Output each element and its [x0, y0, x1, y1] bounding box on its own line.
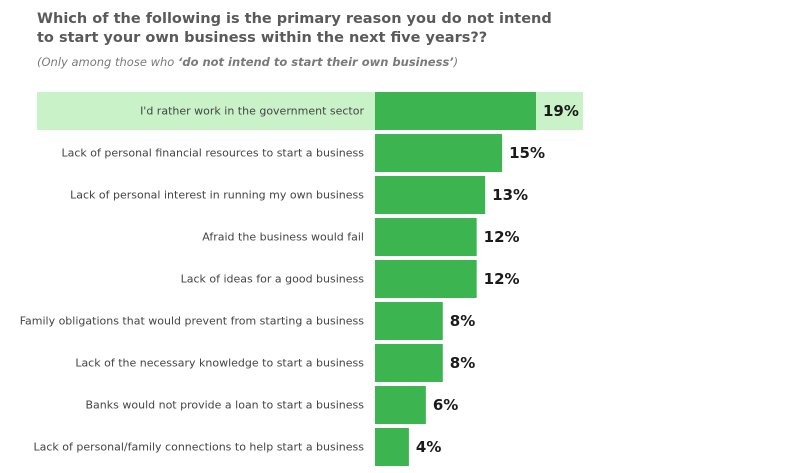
category-label: Banks would not provide a loan to start …	[86, 399, 365, 412]
data-label: 15%	[509, 144, 545, 162]
category-label: Family obligations that would prevent fr…	[20, 315, 365, 328]
category-label: Afraid the business would fail	[202, 231, 364, 244]
category-label: Lack of personal interest in running my …	[70, 189, 364, 202]
subtitle-emphasis: ‘do not intend to start their own busine…	[177, 55, 454, 69]
data-label: 12%	[484, 228, 520, 246]
data-label: 6%	[433, 396, 458, 414]
data-label: 4%	[416, 438, 441, 456]
data-label: 13%	[492, 186, 528, 204]
bar	[375, 134, 503, 172]
data-label: 12%	[484, 270, 520, 288]
chart-title: Which of the following is the primary re…	[37, 11, 552, 46]
data-label: 8%	[450, 312, 475, 330]
subtitle-prefix: (Only among those who	[37, 55, 178, 69]
category-label: Lack of the necessary knowledge to start…	[75, 357, 364, 370]
bar	[375, 260, 477, 298]
bar	[375, 386, 426, 424]
bar	[375, 176, 486, 214]
bar	[375, 92, 536, 130]
bar	[375, 344, 443, 382]
category-label: I'd rather work in the government sector	[140, 105, 364, 118]
data-label: 8%	[450, 354, 475, 372]
category-label: Lack of personal/family connections to h…	[34, 441, 365, 454]
category-label: Lack of ideas for a good business	[181, 273, 365, 286]
bar	[375, 428, 409, 466]
subtitle-suffix: )	[453, 55, 459, 69]
bar	[375, 218, 477, 256]
bar	[375, 302, 443, 340]
chart-subtitle: (Only among those who ‘do not intend to …	[37, 55, 458, 69]
data-label: 19%	[543, 102, 579, 120]
category-label: Lack of personal financial resources to …	[61, 147, 364, 160]
